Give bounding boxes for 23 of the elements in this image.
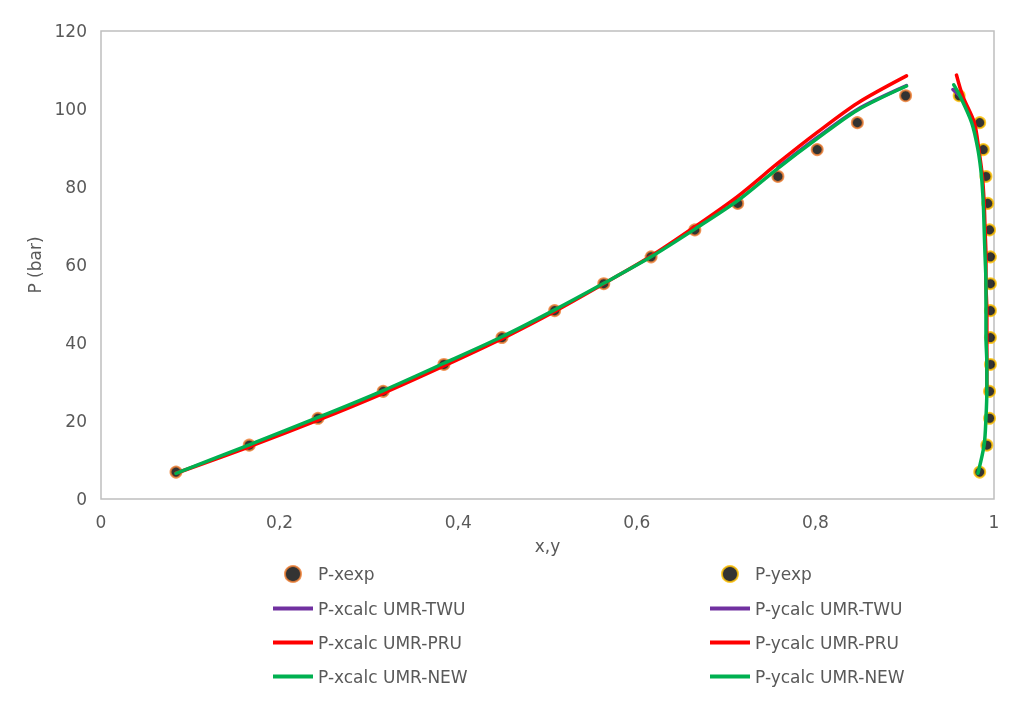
legend-label: P-xcalc UMR-NEW xyxy=(318,666,468,687)
y-tick-label: 60 xyxy=(65,255,87,275)
x-tick-label: 0,2 xyxy=(266,511,294,532)
x-tick-label: 0,6 xyxy=(623,511,651,532)
legend-label: P-yexp xyxy=(755,564,812,584)
legend-label: P-xexp xyxy=(318,564,375,584)
x-axis-title: x,y xyxy=(534,535,561,556)
legend-label: P-ycalc UMR-TWU xyxy=(755,598,903,619)
y-tick-label: 120 xyxy=(54,21,87,41)
legend-label: P-xcalc UMR-TWU xyxy=(318,598,466,619)
y-tick-label: 40 xyxy=(65,333,87,353)
y-axis-title: P (bar) xyxy=(25,236,46,294)
legend-label: P-xcalc UMR-PRU xyxy=(318,632,462,653)
y-tick-label: 80 xyxy=(65,177,87,197)
x-tick-label: 0,8 xyxy=(801,511,829,532)
legend-label: P-ycalc UMR-PRU xyxy=(755,632,899,653)
y-tick-label: 100 xyxy=(54,99,87,119)
y-tick-label: 20 xyxy=(65,411,87,431)
legend-label: P-ycalc UMR-NEW xyxy=(755,666,905,687)
x-tick-label: 0,4 xyxy=(444,511,472,532)
x-tick-label: 1 xyxy=(988,511,1000,532)
y-tick-label: 0 xyxy=(76,489,87,509)
x-tick-label: 0 xyxy=(95,511,107,532)
